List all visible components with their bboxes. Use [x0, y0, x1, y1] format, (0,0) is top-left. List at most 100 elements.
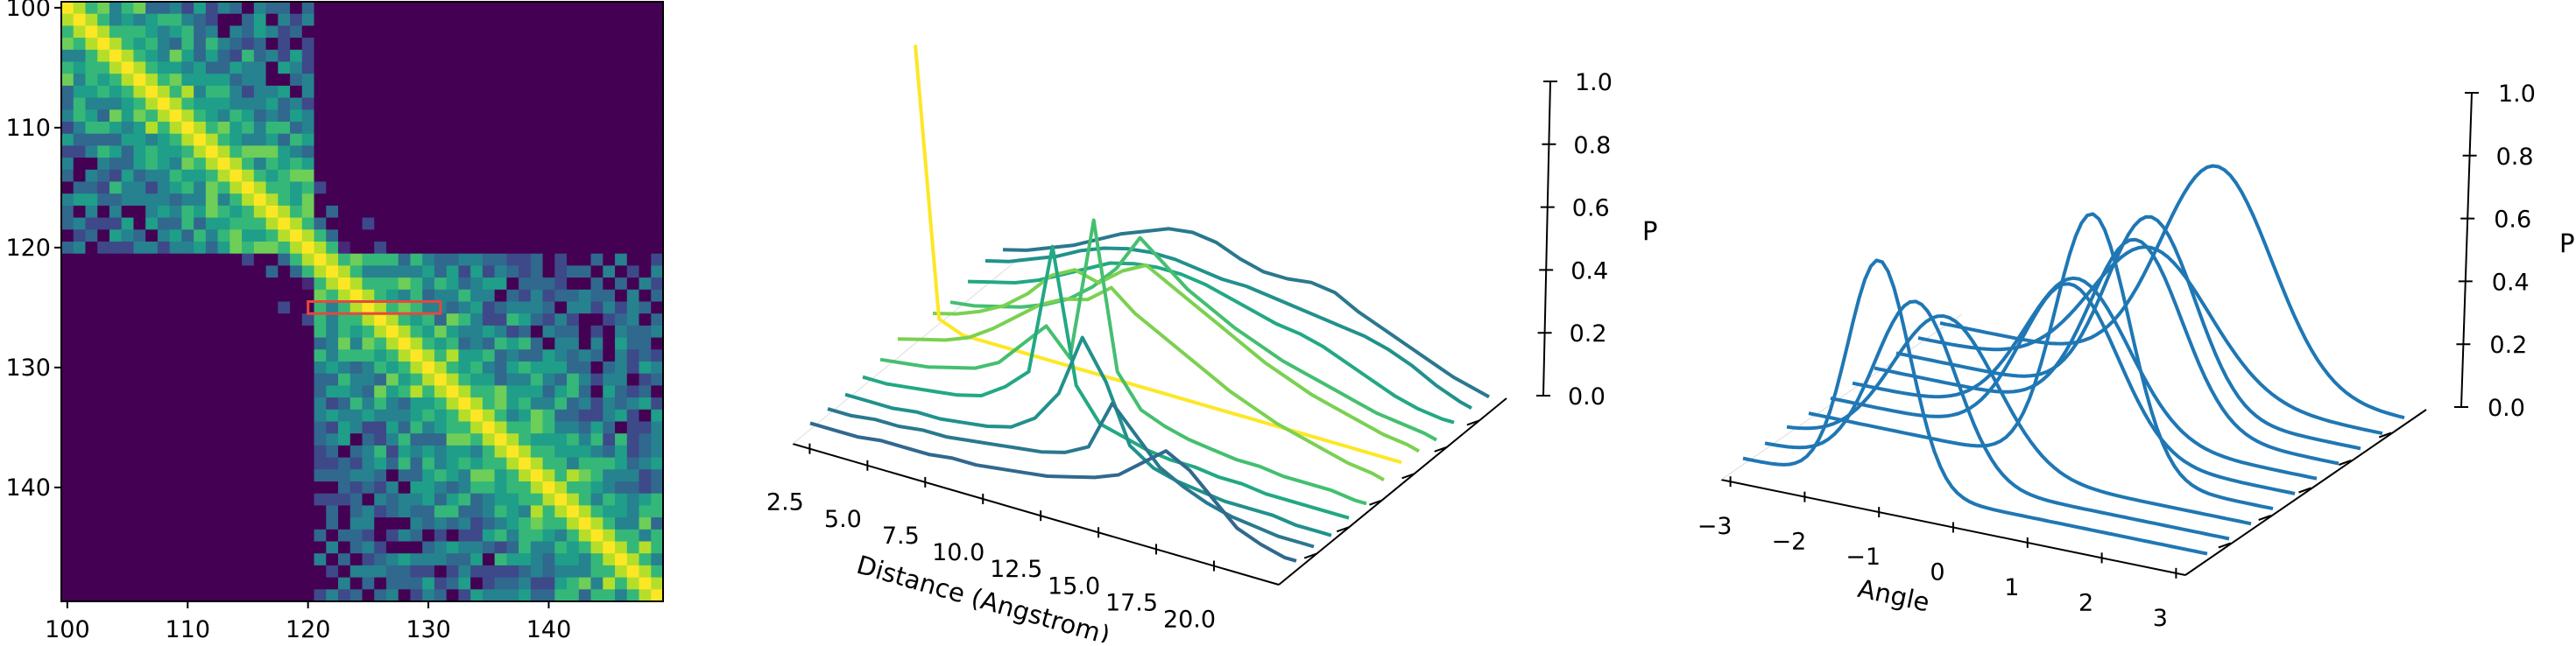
- heatmap-cell: [181, 158, 194, 171]
- heatmap-cell: [229, 349, 243, 362]
- heatmap-cell: [458, 169, 471, 183]
- heatmap-cell: [290, 265, 303, 278]
- heatmap-cell: [362, 325, 375, 339]
- heatmap-cell: [542, 577, 555, 590]
- heatmap-cell: [458, 229, 471, 242]
- heatmap-cell: [109, 505, 123, 518]
- heatmap-cell: [265, 97, 279, 110]
- heatmap-cell: [265, 169, 279, 183]
- heatmap-cell: [651, 277, 664, 291]
- heatmap-cell: [398, 229, 412, 242]
- heatmap-cell: [506, 97, 519, 110]
- heatmap-cell: [109, 493, 123, 506]
- heatmap-cell: [314, 421, 327, 434]
- heatmap-cell: [217, 541, 230, 554]
- heatmap-cell: [121, 253, 135, 266]
- heatmap-cell: [181, 313, 194, 327]
- heatmap-cell: [446, 469, 460, 482]
- heatmap-cell: [603, 97, 616, 110]
- heatmap-cell: [301, 589, 315, 602]
- heatmap-cell: [169, 409, 182, 423]
- heatmap-cell: [651, 397, 664, 411]
- heatmap-cell: [217, 481, 230, 495]
- heatmap-cell: [422, 242, 435, 255]
- heatmap-cell: [205, 469, 219, 482]
- heatmap-cell: [434, 97, 448, 110]
- heatmap-cell: [651, 373, 664, 386]
- heatmap-cell: [519, 433, 532, 446]
- heatmap-cell: [278, 133, 291, 146]
- heatmap-cell: [626, 145, 640, 158]
- heatmap-cell: [410, 337, 423, 350]
- heatmap-cell: [338, 457, 351, 470]
- heatmap-cell: [265, 505, 279, 518]
- heatmap-cell: [85, 169, 98, 183]
- heatmap-cell: [639, 13, 652, 26]
- heatmap-cell: [349, 553, 363, 566]
- heatmap-cell: [326, 181, 339, 194]
- heatmap-cell: [97, 145, 110, 158]
- heatmap-cell: [639, 541, 652, 554]
- heatmap-cell: [446, 277, 460, 291]
- heatmap-cell: [639, 242, 652, 255]
- heatmap-cell: [85, 242, 98, 255]
- heatmap-cell: [61, 409, 74, 423]
- heatmap-cell: [626, 2, 640, 15]
- heatmap-cell: [349, 289, 363, 303]
- heatmap-cell: [85, 145, 98, 158]
- heatmap-cell: [194, 301, 207, 314]
- heatmap-cell: [506, 158, 519, 171]
- heatmap-cell: [434, 181, 448, 194]
- heatmap-cell: [410, 589, 423, 602]
- heatmap-cell: [398, 421, 412, 434]
- heatmap-cell: [410, 553, 423, 566]
- heatmap-cell: [278, 445, 291, 459]
- heatmap-cell: [181, 253, 194, 266]
- heatmap-cell: [410, 421, 423, 434]
- heatmap-cell: [398, 265, 412, 278]
- heatmap-cell: [181, 349, 194, 362]
- heatmap-cell: [626, 325, 640, 339]
- heatmap-cell: [301, 181, 315, 194]
- heatmap-cell: [73, 493, 87, 506]
- heatmap-cell: [301, 169, 315, 183]
- distance-series: [809, 45, 1490, 563]
- heatmap-cell: [133, 313, 146, 327]
- heatmap-cell: [590, 122, 603, 135]
- heatmap-cell: [326, 505, 339, 518]
- heatmap-cell: [133, 205, 146, 219]
- heatmap-cell: [290, 133, 303, 146]
- heatmap-cell: [278, 217, 291, 230]
- heatmap-cell: [615, 217, 628, 230]
- heatmap-cell: [265, 433, 279, 446]
- heatmap-cell: [157, 265, 171, 278]
- heatmap-cell: [410, 517, 423, 530]
- heatmap-cell: [181, 217, 194, 230]
- heatmap-cell: [603, 49, 616, 63]
- heatmap-cell: [578, 49, 592, 63]
- heatmap-cell: [338, 577, 351, 590]
- heatmap-cell: [578, 181, 592, 194]
- heatmap-cell: [385, 133, 399, 146]
- heatmap-cell: [506, 301, 519, 314]
- heatmap-cell: [626, 517, 640, 530]
- heatmap-cell: [290, 205, 303, 219]
- heatmap-cell: [603, 397, 616, 411]
- heatmap-cell: [85, 469, 98, 482]
- heatmap-cell: [542, 289, 555, 303]
- heatmap-cell: [530, 193, 544, 207]
- heatmap-cell: [121, 193, 135, 207]
- heatmap-cell: [542, 313, 555, 327]
- heatmap-cell: [470, 97, 483, 110]
- heatmap-cell: [482, 385, 496, 398]
- heatmap-cell: [494, 158, 507, 171]
- heatmap-cell: [349, 469, 363, 482]
- heatmap-cell: [301, 229, 315, 242]
- heatmap-cell: [265, 577, 279, 590]
- heatmap-cell: [205, 313, 219, 327]
- heatmap-cell: [194, 2, 207, 15]
- heatmap-cell: [603, 529, 616, 543]
- heatmap-cell: [229, 25, 243, 39]
- heatmap-cell: [590, 25, 603, 39]
- heatmap-cell: [326, 481, 339, 495]
